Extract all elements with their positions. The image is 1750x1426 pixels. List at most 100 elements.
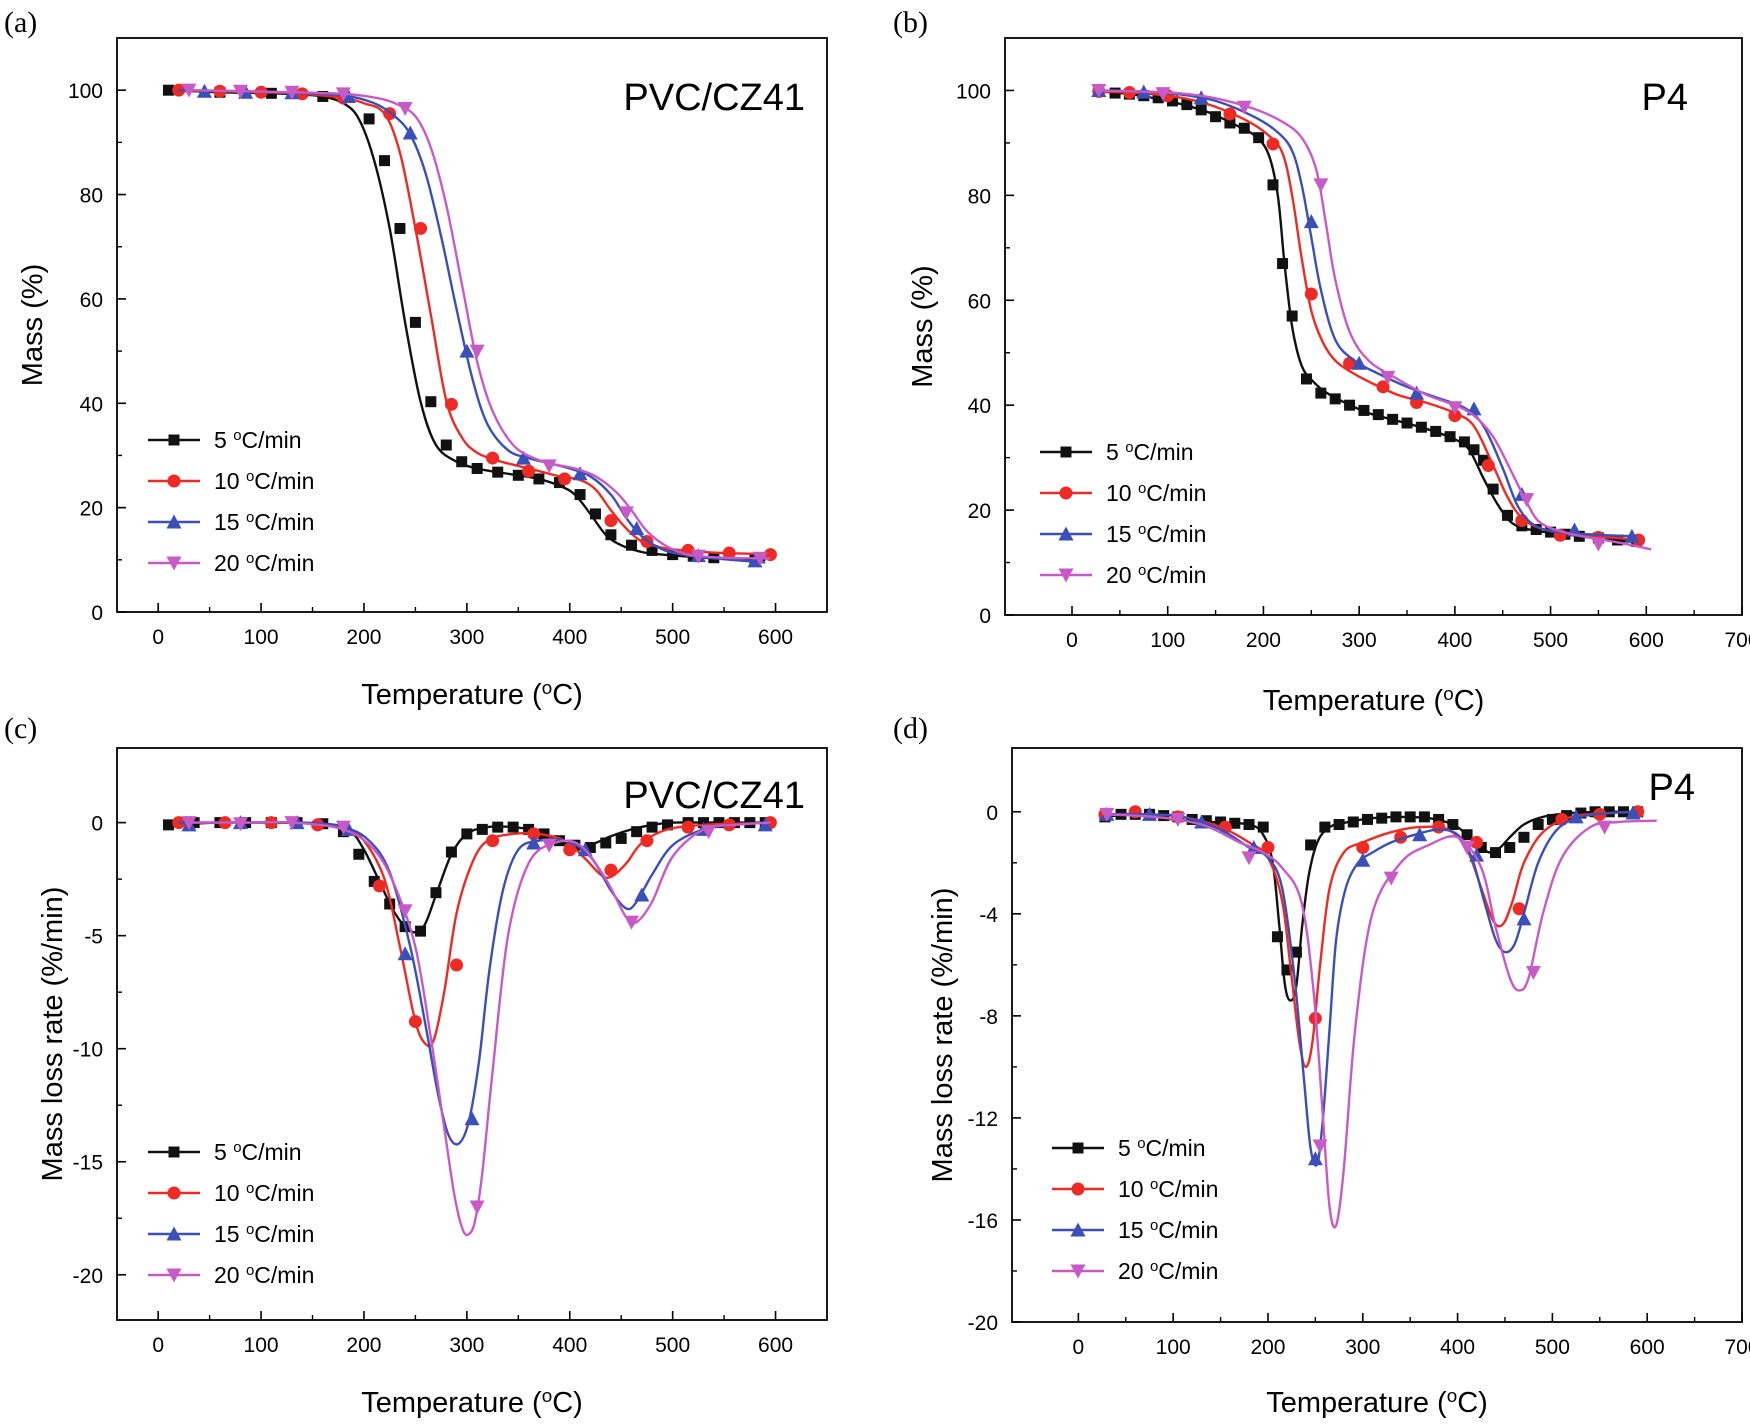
data-point <box>1277 258 1289 270</box>
data-point <box>1303 214 1319 229</box>
data-point <box>507 821 519 833</box>
legend-label: 5 oC/min <box>1106 439 1194 466</box>
data-point <box>1380 370 1396 385</box>
data-point <box>486 451 500 465</box>
legend-item: 20 oC/min <box>148 1262 314 1288</box>
data-point <box>618 506 634 521</box>
x-tick-label: 400 <box>1440 1336 1475 1359</box>
data-point <box>1530 523 1542 535</box>
data-point <box>1415 421 1427 433</box>
data-point <box>605 529 617 541</box>
data-point <box>558 472 572 486</box>
data-point <box>629 521 645 536</box>
x-tick-label: 400 <box>552 626 587 649</box>
x-tick-label: 600 <box>758 1334 793 1357</box>
data-point <box>1468 444 1480 456</box>
series-line <box>1104 813 1657 1229</box>
data-point <box>181 816 197 831</box>
y-tick-label: 0 <box>986 802 998 825</box>
data-point <box>1590 537 1606 552</box>
y-tick-label: -20 <box>73 1265 103 1288</box>
y-tick-label: -10 <box>73 1039 103 1062</box>
panel-d: 0 100 200 300 400 500 600 700 0 -4 -8 -12 -16 -20 Temp… <box>893 712 1750 1419</box>
x-tick-label: 500 <box>1535 1336 1570 1359</box>
data-point <box>1518 831 1530 843</box>
data-point <box>1376 812 1388 824</box>
data-point <box>752 551 768 566</box>
series-1 <box>1099 806 1644 1002</box>
data-point <box>1333 819 1345 831</box>
data-point <box>1512 902 1526 916</box>
data-point <box>1170 812 1186 827</box>
legend-marker <box>1058 526 1074 541</box>
legend-marker <box>166 1268 182 1283</box>
data-point <box>522 464 536 478</box>
data-point <box>469 344 485 359</box>
data-point <box>1612 534 1624 546</box>
data-point <box>1243 819 1255 831</box>
data-point <box>1281 964 1293 976</box>
data-point <box>450 958 464 972</box>
data-point <box>646 544 658 556</box>
y-tick-label: 0 <box>91 602 103 625</box>
x-tick-label: 500 <box>655 626 690 649</box>
data-point <box>1091 83 1107 98</box>
data-point <box>615 832 627 844</box>
legend-item: 5 oC/min <box>148 1139 302 1165</box>
x-tick-label: 700 <box>1724 1336 1750 1359</box>
data-point <box>232 84 248 99</box>
legend-item: 10 oC/min <box>1040 480 1206 506</box>
data-point <box>425 396 437 408</box>
series-4 <box>181 83 771 566</box>
data-point <box>372 879 386 893</box>
panel-b: 0 100 200 300 400 500 600 700 0 20 40 60 80 100 Temper… <box>893 6 1750 717</box>
data-point <box>526 835 542 850</box>
x-tick-label: 700 <box>1724 629 1750 652</box>
data-point <box>402 125 418 140</box>
legend-item: 15 oC/min <box>148 509 314 535</box>
data-point <box>461 828 473 840</box>
data-point <box>1404 811 1416 823</box>
data-point <box>1200 815 1212 827</box>
plot-frame <box>116 37 828 613</box>
y-tick-label: -16 <box>968 1210 998 1233</box>
data-point <box>1504 841 1516 853</box>
data-point <box>1347 816 1359 828</box>
data-point <box>1478 454 1490 466</box>
data-point <box>1223 107 1237 121</box>
y-tick-label: 60 <box>968 290 991 313</box>
x-tick-label: 300 <box>449 1334 484 1357</box>
legend-marker <box>1059 486 1073 500</box>
legend-marker <box>1070 1264 1086 1279</box>
data-point <box>541 838 557 853</box>
data-point <box>430 887 442 899</box>
data-point <box>563 843 577 857</box>
legend-marker <box>167 1186 181 1200</box>
data-point <box>1448 409 1462 423</box>
data-point <box>1241 851 1257 866</box>
data-point <box>1329 393 1341 405</box>
data-point <box>1624 528 1640 543</box>
data-point <box>181 83 197 98</box>
x-tick-label: 100 <box>244 1334 279 1357</box>
data-point <box>1261 840 1275 854</box>
data-point <box>662 819 674 831</box>
data-point <box>1167 95 1178 107</box>
data-point <box>640 834 654 848</box>
data-point <box>1487 483 1499 495</box>
series-4 <box>1099 807 1657 1229</box>
x-tick-label: 600 <box>1630 1336 1665 1359</box>
data-point <box>1355 852 1371 867</box>
legend-label: 5 oC/min <box>1118 1135 1206 1162</box>
data-point <box>162 819 174 831</box>
data-point <box>1372 409 1384 421</box>
data-point <box>1597 820 1613 835</box>
data-point <box>1313 178 1329 193</box>
data-point <box>634 887 650 902</box>
data-point <box>589 508 601 520</box>
data-point <box>722 546 736 560</box>
data-point <box>1152 92 1164 104</box>
data-point <box>681 820 695 834</box>
x-tick-label: 300 <box>1342 629 1377 652</box>
panel-a: 0 100 200 300 400 500 600 0 20 40 60 80 100 Temperatu… <box>4 6 828 711</box>
